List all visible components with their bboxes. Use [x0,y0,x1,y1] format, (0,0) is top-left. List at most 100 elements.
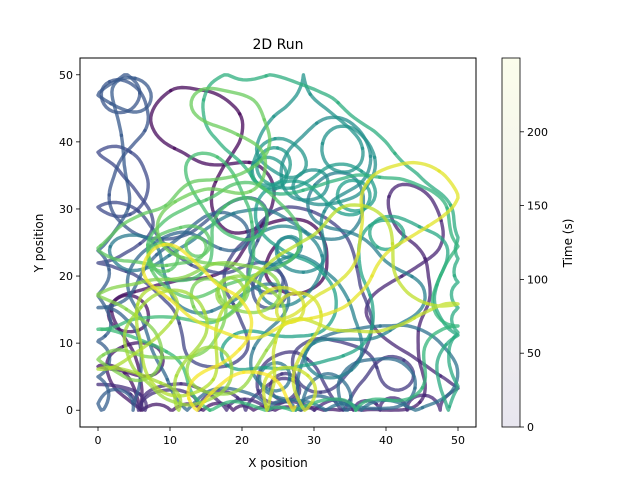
colorbar-ticks: 0 50 100 150 200 [520,126,548,434]
trajectory-segment [449,203,460,278]
trajectory-segment [303,205,365,241]
trajectory-segment [109,76,153,114]
trajectory-segment [96,387,135,412]
trajectory-segment [386,194,427,261]
y-tick-label: 10 [59,337,73,350]
trajectory-segment [208,399,286,412]
trajectory-segment [430,273,460,329]
trajectory-segment [416,328,427,404]
trajectory-segment [164,174,236,208]
colorbar-tick-label: 0 [527,421,534,434]
colorbar-gradient [501,57,521,428]
x-tick-label: 20 [235,434,249,447]
trajectory-segment [274,234,305,274]
trajectory-segment [201,98,242,164]
trajectory-segment [204,180,277,202]
trajectory-segment [435,343,452,412]
trajectory-segment [310,272,338,337]
trajectory-segment [261,365,310,409]
trajectory-segment [273,136,308,180]
trajectory-segment [212,261,282,293]
trajectory-segment [291,310,323,381]
trajectory-segment [189,88,240,137]
trajectory-segment [214,112,245,183]
x-tick-label: 40 [379,434,393,447]
x-axis-label: X position [248,456,308,470]
trajectory-segment [447,335,460,409]
trajectory-segment [420,350,460,410]
trajectory-segment [357,224,372,297]
trajectory-segment [347,299,364,372]
trajectory-segment [132,274,213,294]
y-tick-label: 0 [66,404,73,417]
trajectory-segment [136,285,180,325]
trajectory-segment [309,274,374,321]
trajectory-segment [146,374,215,398]
trajectory-segment [449,274,460,339]
x-axis-ticks: 0 10 20 30 40 50 [95,427,465,447]
trajectory-segment [366,160,441,184]
trajectory-segment [159,374,183,412]
plot-area [79,57,477,428]
plot-frame [79,57,477,428]
trajectory-segment [255,146,293,190]
trajectory-segment [377,175,449,210]
trajectory-segment [141,242,172,301]
trajectory-segment [199,401,271,412]
trajectory-segment [293,179,363,217]
colorbar: 0 50 100 150 200 Time (s) [501,57,575,434]
trajectory-segment [119,133,132,211]
trajectory-segment [416,256,432,332]
trajectory-segment [356,179,370,256]
trajectory-segment [282,397,358,412]
trajectory-segment [308,92,365,150]
trajectory-segment [96,334,112,394]
trajectory-segment [183,151,220,203]
trajectory-segment [253,179,297,234]
trajectory-segment [279,121,319,187]
trajectory-segment [96,268,113,338]
trajectory-segment [242,370,297,412]
trajectory-segment [347,354,406,403]
trajectory-segment [438,206,460,277]
x-tick-label: 10 [163,434,177,447]
trajectory-segment [320,141,365,174]
trajectory-segment [162,242,226,291]
trajectory-segment [122,305,143,376]
trajectory-segment [275,291,323,323]
trajectory-segment [174,309,209,378]
trajectory-segment [216,386,286,412]
trajectory-segment [257,224,324,258]
y-axis-ticks: 0 10 20 30 40 50 [59,69,80,417]
trajectory-segment [301,209,327,274]
trajectory-segment [173,187,253,204]
trajectory-segment [387,182,443,222]
trajectory-segment [236,133,268,193]
trajectory-segment [155,200,185,260]
colorbar-tick-label: 200 [527,126,548,139]
trajectory-segment [125,244,152,313]
x-tick-label: 50 [451,434,465,447]
trajectory-segment [134,302,150,379]
trajectory-segment [186,347,242,401]
trajectory-segment [165,235,208,268]
trajectory-segment [197,199,261,242]
trajectory-segment [426,169,460,228]
trajectory-segment [275,395,353,412]
trajectory-segment [211,306,226,382]
y-tick-label: 40 [59,136,73,149]
trajectory-segment [232,207,308,234]
trajectory-segment [222,287,254,351]
trajectory-segment [96,144,133,183]
colorbar-tick-label: 150 [527,200,548,213]
colorbar-tick-label: 100 [527,273,548,286]
trajectory-segment [99,203,168,248]
trajectory-segment [172,146,251,167]
trajectory-segment [300,372,353,405]
trajectory-segment [96,243,169,268]
trajectory-segment [312,328,392,345]
y-axis-label: Y position [32,214,46,274]
y-tick-label: 20 [59,270,73,283]
trajectory-segment [375,329,443,378]
trajectory-segment [420,325,452,390]
